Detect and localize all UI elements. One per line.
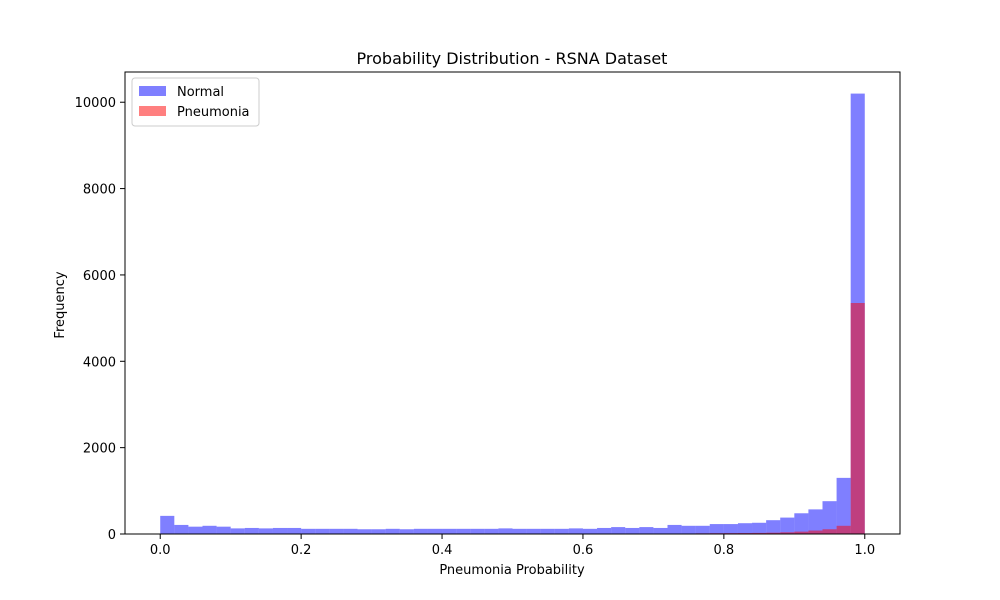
legend-label-pneumonia: Pneumonia (177, 105, 250, 120)
normal-bar-2 (188, 526, 203, 534)
normal-bar-40 (723, 524, 738, 534)
pneumonia-bar-44 (780, 532, 795, 534)
normal-bar-10 (301, 528, 316, 534)
x-tick-label-1: 0.2 (291, 543, 312, 558)
normal-bar-34 (639, 527, 654, 534)
normal-bar-25 (512, 528, 527, 534)
legend-label-normal: Normal (177, 85, 224, 100)
normal-bar-18 (413, 528, 428, 534)
normal-bar-23 (484, 528, 499, 534)
normal-bar-8 (272, 527, 288, 534)
normal-bar-20 (442, 528, 457, 534)
x-tick-label-5: 1.0 (854, 543, 875, 558)
pneumonia-bar-42 (752, 532, 767, 534)
pneumonia-bar-49 (850, 303, 865, 534)
normal-bar-39 (709, 524, 724, 534)
x-tick-label-4: 0.8 (714, 543, 735, 558)
normal-bar-42 (752, 522, 767, 534)
x-tick-label-0: 0.0 (150, 543, 171, 558)
normal-bar-48 (836, 477, 851, 534)
normal-bar-45 (794, 513, 809, 534)
plot-area-frame (124, 71, 901, 535)
normal-bar-12 (329, 528, 344, 534)
legend-swatch-normal (139, 86, 166, 96)
normal-bar-32 (611, 527, 626, 534)
y-tick-label-2: 4000 (83, 355, 116, 370)
pneumonia-series (625, 303, 865, 534)
normal-bar-16 (385, 528, 400, 534)
legend-swatch-pneumonia (139, 106, 166, 116)
y-axis-label: Frequency (53, 271, 68, 338)
x-axis-label: Pneumonia Probability (439, 563, 585, 578)
normal-bar-31 (597, 527, 612, 534)
normal-bar-17 (399, 529, 414, 534)
normal-bar-37 (681, 525, 696, 534)
normal-bar-38 (695, 525, 710, 534)
normal-bar-29 (568, 528, 583, 534)
normal-bar-41 (737, 523, 753, 534)
pneumonia-bar-45 (794, 531, 809, 534)
y-tick-label-5: 10000 (75, 96, 116, 111)
normal-bar-44 (780, 517, 795, 534)
pneumonia-bar-43 (766, 532, 781, 534)
x-tick-label-2: 0.4 (432, 543, 453, 558)
y-axis: 0 2000 4000 6000 8000 10000 (75, 96, 125, 543)
x-axis: 0.0 0.2 0.4 0.6 0.8 1.0 (150, 534, 875, 558)
normal-bar-36 (667, 524, 682, 534)
normal-bar-0 (160, 515, 175, 534)
chart-title: Probability Distribution - RSNA Dataset (357, 49, 668, 68)
normal-bar-6 (244, 527, 259, 534)
normal-bar-11 (315, 528, 330, 534)
normal-bar-4 (216, 526, 231, 534)
normal-bar-43 (766, 520, 781, 534)
normal-bar-35 (653, 527, 668, 534)
normal-bar-7 (258, 528, 273, 534)
y-tick-label-1: 2000 (83, 442, 116, 457)
normal-bar-26 (526, 528, 541, 534)
pneumonia-bar-46 (808, 530, 823, 534)
legend: Normal Pneumonia (131, 77, 260, 127)
normal-bar-3 (202, 525, 217, 534)
pneumonia-bar-47 (822, 529, 837, 534)
normal-bar-5 (230, 528, 245, 534)
normal-bar-1 (174, 524, 189, 534)
normal-bar-22 (470, 528, 485, 534)
normal-bar-33 (625, 527, 640, 534)
normal-bar-46 (808, 509, 823, 534)
y-tick-label-0: 0 (108, 528, 116, 543)
normal-bar-14 (357, 529, 372, 534)
normal-series (160, 93, 865, 535)
y-tick-label-3: 6000 (83, 269, 116, 284)
x-tick-label-3: 0.6 (573, 543, 594, 558)
y-tick-label-4: 8000 (83, 183, 116, 198)
normal-bar-19 (427, 528, 443, 534)
pneumonia-bar-48 (836, 525, 851, 534)
normal-bar-47 (822, 501, 837, 534)
normal-bar-28 (554, 528, 569, 534)
normal-bar-13 (343, 528, 358, 534)
normal-bar-15 (371, 529, 386, 534)
normal-bar-24 (498, 528, 513, 534)
normal-bar-30 (582, 528, 598, 534)
normal-bar-21 (456, 528, 471, 534)
normal-bar-9 (287, 527, 302, 534)
normal-bar-27 (540, 528, 555, 534)
